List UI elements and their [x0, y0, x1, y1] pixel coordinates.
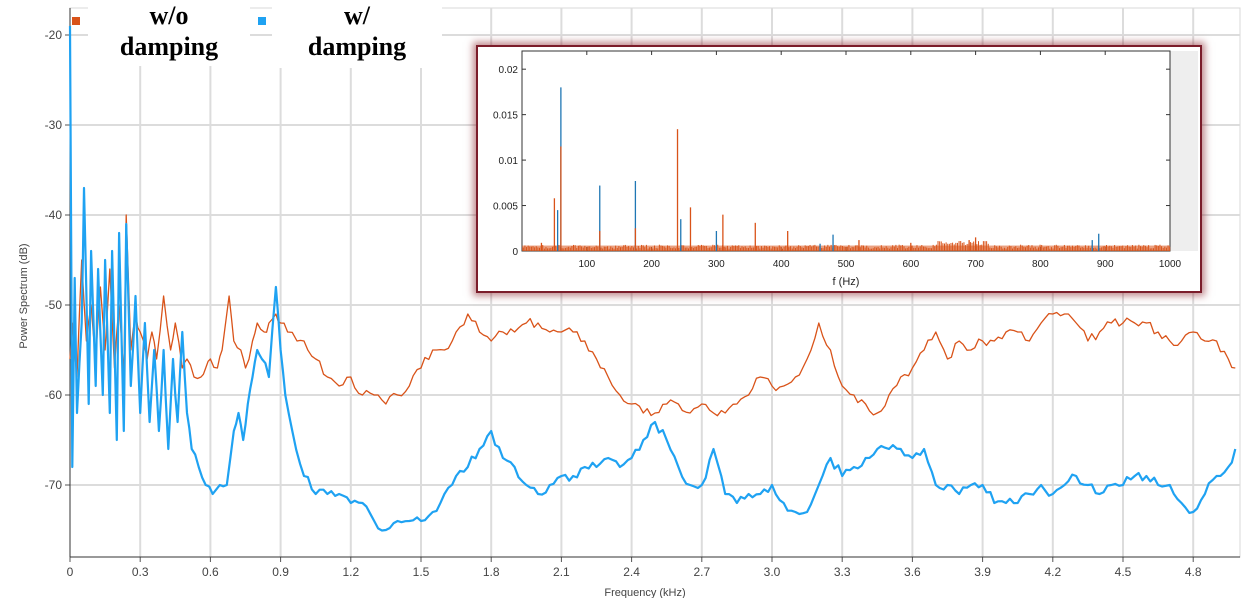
series-line-w-damping [68, 25, 1237, 532]
x-tick-label: 0.6 [202, 565, 219, 579]
inset-spectrum-panel: 100 200 300 400 500 600 700 800 900 1000 0 0.005 0.0… [476, 45, 1202, 293]
y-tick-label: -60 [45, 388, 63, 402]
y-axis-label: Power Spectrum (dB) [18, 243, 30, 348]
inset-noise-band [522, 245, 1170, 251]
x-tick-label: 1.5 [413, 565, 430, 579]
inset-x-tick-label: 400 [773, 259, 790, 270]
x-tick-label: 2.7 [693, 565, 710, 579]
inset-noise-floor [522, 241, 1171, 251]
inset-x-tick-label: 700 [967, 259, 984, 270]
x-tick-label: 3.6 [904, 565, 921, 579]
inset-x-tick-label: 600 [902, 259, 919, 270]
x-tick-label: 2.1 [553, 565, 570, 579]
y-tick-label: -20 [45, 28, 63, 42]
x-tick-label: 4.8 [1185, 565, 1202, 579]
inset-y-tick-label: 0.015 [493, 111, 518, 122]
inset-x-tick-label: 200 [643, 259, 660, 270]
inset-x-tick-label: 500 [838, 259, 855, 270]
inset-series-1 [540, 129, 977, 251]
series-line-wo-damping [69, 214, 1236, 417]
series-group [68, 25, 1237, 532]
inset-y-tick-label: 0 [512, 247, 518, 258]
legend-marker-w-damping [258, 17, 266, 25]
inset-x-tick-label: 900 [1097, 259, 1114, 270]
inset-side-band [1170, 51, 1198, 251]
inset-chart: 100 200 300 400 500 600 700 800 900 1000 0 0.005 0.0… [493, 50, 1198, 288]
legend-label-w-damping: w/ damping [272, 0, 442, 68]
x-tick-label: 3.0 [764, 565, 781, 579]
x-tick-label: 1.8 [483, 565, 500, 579]
inset-y-tick-label: 0.01 [499, 156, 519, 167]
x-tick-label: 0.9 [272, 565, 289, 579]
x-tick-label: 3.3 [834, 565, 851, 579]
inset-x-tick-label: 100 [578, 259, 595, 270]
inset-plot-area [521, 50, 1171, 252]
legend-label-wo-damping: w/o damping [88, 0, 250, 66]
y-tick-label: -50 [45, 298, 63, 312]
x-tick-label: 2.4 [623, 565, 640, 579]
inset-x-tick-label: 300 [708, 259, 725, 270]
inset-y-tick-label: 0.005 [493, 202, 518, 213]
x-tick-label: 0.3 [132, 565, 149, 579]
inset-x-axis-label: f (Hz) [833, 276, 860, 288]
y-tick-label: -30 [45, 118, 63, 132]
inset-x-tick-label: 1000 [1159, 259, 1182, 270]
y-tick-label: -40 [45, 208, 63, 222]
x-axis-label: Frequency (kHz) [604, 587, 685, 598]
legend-marker-wo-damping [72, 17, 80, 25]
inset-y-tick-label: 0.02 [499, 65, 519, 76]
x-tick-label: 4.5 [1115, 565, 1132, 579]
y-tick-label: -70 [45, 478, 63, 492]
x-tick-label: 1.2 [342, 565, 359, 579]
inset-x-tick-label: 800 [1032, 259, 1049, 270]
x-tick-label: 4.2 [1044, 565, 1061, 579]
x-tick-label: 3.9 [974, 565, 991, 579]
x-tick-label: 0 [67, 565, 74, 579]
